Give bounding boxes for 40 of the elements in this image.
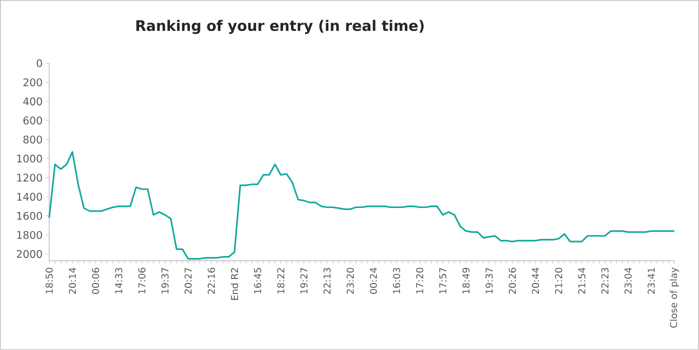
y-tick-label: 1000 bbox=[17, 154, 42, 163]
x-tick-label: 19:37 bbox=[161, 268, 169, 294]
x-tick-label: 16:45 bbox=[254, 268, 262, 294]
y-tick-label: 0 bbox=[36, 59, 42, 68]
x-tick-label: 20:14 bbox=[68, 268, 76, 294]
x-tick-label: 22:23 bbox=[601, 268, 609, 294]
y-tick-label: 1400 bbox=[17, 192, 42, 201]
x-tick-label: 22:13 bbox=[323, 268, 331, 294]
x-tick-label: 16:03 bbox=[392, 268, 400, 294]
y-tick-label: 1800 bbox=[17, 231, 42, 239]
y-tick-label: 600 bbox=[23, 116, 42, 124]
x-tick-label: 21:54 bbox=[578, 268, 586, 294]
x-tick-label: 20:44 bbox=[532, 268, 540, 294]
x-tick-label: 17:57 bbox=[439, 268, 446, 294]
x-tick-label: 23:04 bbox=[624, 268, 632, 294]
x-tick-label: 22:16 bbox=[208, 268, 215, 294]
x-tick-label: 17:06 bbox=[138, 268, 146, 294]
y-tick-label: 2000 bbox=[16, 250, 42, 258]
chart-title: Ranking of your entry (in real time) bbox=[136, 20, 424, 34]
x-tick-label: 18:49 bbox=[462, 268, 470, 294]
x-tick-label: 18:50 bbox=[46, 268, 53, 294]
x-tick-label: 20:27 bbox=[184, 268, 192, 294]
y-tick-label: 400 bbox=[23, 97, 42, 106]
x-tick-label: 17:20 bbox=[416, 268, 424, 294]
x-tick-label: 18:22 bbox=[277, 268, 284, 294]
y-tick-label: 800 bbox=[23, 136, 42, 144]
y-tick-label: 200 bbox=[24, 78, 42, 86]
x-tick-label: 19:37 bbox=[486, 268, 493, 294]
x-tick-label: 23:20 bbox=[346, 268, 354, 294]
x-tick-label: 21:20 bbox=[555, 268, 562, 294]
x-tick-label: 14:33 bbox=[115, 268, 122, 294]
x-tick-label: 19:27 bbox=[300, 268, 308, 294]
x-tick-label: Close of play bbox=[670, 268, 679, 328]
y-tick-label: 1600 bbox=[17, 212, 42, 220]
x-tick-label: 23:41 bbox=[648, 268, 655, 294]
x-tick-label: End R2 bbox=[230, 268, 238, 300]
x-tick-label: 00:06 bbox=[92, 268, 100, 294]
x-tick-label: 00:24 bbox=[370, 268, 377, 294]
x-tick-label: 20:26 bbox=[508, 268, 516, 294]
y-tick-label: 1200 bbox=[17, 174, 42, 182]
